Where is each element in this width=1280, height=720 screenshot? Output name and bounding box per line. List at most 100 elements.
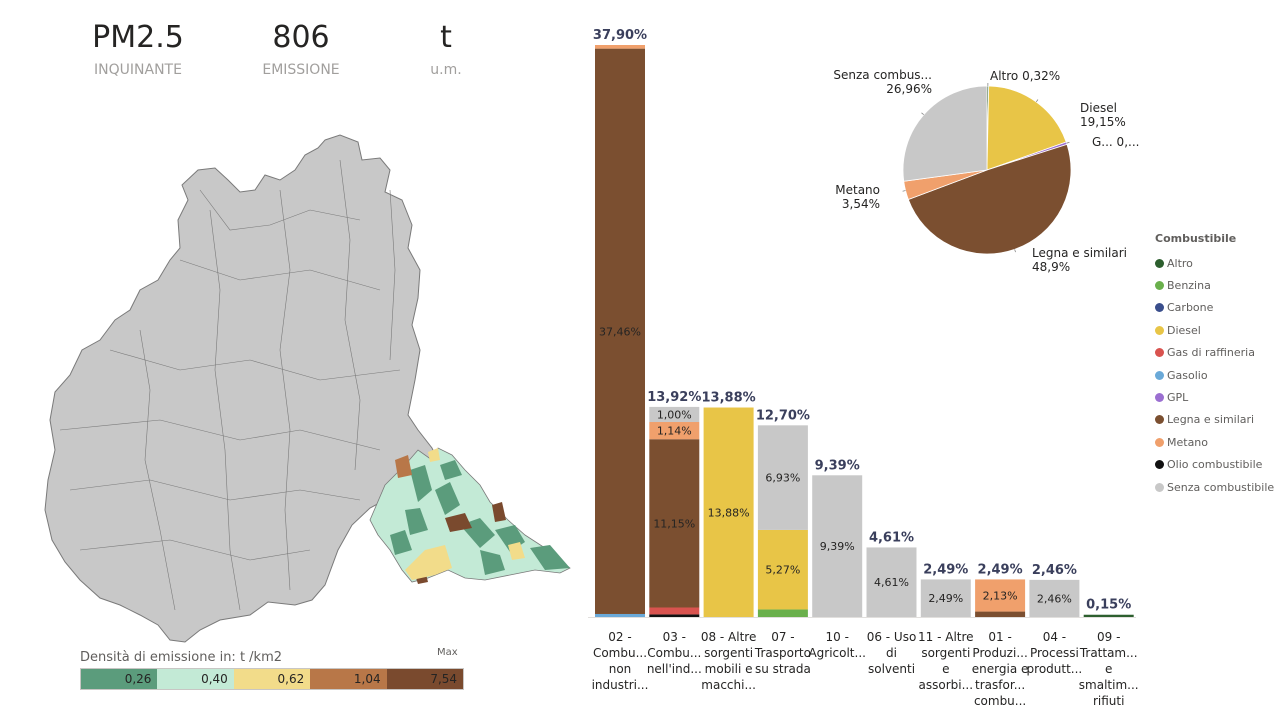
fuel-legend: Combustibile Altro Benzina Carbone Diesel Ga… <box>1155 232 1274 498</box>
category-tick-label: smaltim... <box>1079 678 1139 692</box>
pie-leader-line <box>1014 249 1016 253</box>
pie-leader-line <box>902 190 906 192</box>
kpi-unit-label: u.m. <box>430 62 462 78</box>
bar-segment[interactable] <box>649 607 700 615</box>
kpi-pollutant-value: PM2.5 <box>92 20 184 55</box>
category-tick-label: assorbi... <box>919 678 974 692</box>
category-tick-label: 02 - <box>608 630 631 644</box>
bar-segment[interactable] <box>649 614 700 617</box>
legend-dot-icon <box>1155 348 1164 358</box>
category-tick-label: 03 - <box>663 630 686 644</box>
legend-item[interactable]: Gasolio <box>1155 364 1274 386</box>
bar-total-label: 2,49% <box>923 562 968 577</box>
legend-item[interactable]: Gas di raffineria <box>1155 342 1274 364</box>
legend-label: Diesel <box>1167 323 1201 337</box>
kpi-pollutant-label: INQUINANTE <box>94 62 182 78</box>
category-tick-label: e <box>1105 662 1112 676</box>
legend-item[interactable]: Metano <box>1155 431 1274 453</box>
bar-segment[interactable] <box>595 48 645 614</box>
region-borders <box>59 159 401 611</box>
category-tick-label: combu... <box>974 694 1026 708</box>
kpi-emission-value: 806 <box>272 20 330 55</box>
bar-segment[interactable] <box>1083 614 1134 617</box>
category-tick-label: 10 - <box>825 630 848 644</box>
bar-segment[interactable] <box>649 422 700 440</box>
bar-segment[interactable] <box>757 529 808 610</box>
legend-dot-icon <box>1155 281 1164 291</box>
category-tick-label: Agricolt... <box>808 646 866 660</box>
legend-label: Altro <box>1167 256 1193 270</box>
legend-dot-icon <box>1155 437 1164 447</box>
kpi-emission: 806 EMISSIONE <box>251 18 351 80</box>
highlighted-province[interactable] <box>369 447 571 584</box>
legend-label: Gas di raffineria <box>1167 346 1255 360</box>
legend-label: Olio combustibile <box>1167 458 1263 472</box>
category-tick-label: 06 - Uso <box>867 630 917 644</box>
legend-item[interactable]: Olio combustibile <box>1155 454 1274 476</box>
segment-data-label: 1,14% <box>657 425 692 438</box>
scale-class-5[interactable]: 7,54 <box>386 669 464 689</box>
category-tick-label: e <box>942 662 949 676</box>
bar-total-label: 13,88% <box>702 391 756 406</box>
segment-data-label: 9,39% <box>820 540 855 553</box>
segment-data-label: 13,88% <box>708 506 750 519</box>
legend-label: Metano <box>1167 435 1209 449</box>
category-tick-label: non <box>609 662 632 676</box>
legend-label: Benzina <box>1167 279 1211 293</box>
bar-segment[interactable] <box>595 45 645 49</box>
scale-class-2[interactable]: 0,40 <box>157 669 234 689</box>
legend-item[interactable]: Benzina <box>1155 274 1274 296</box>
scale-class-4[interactable]: 1,04 <box>310 669 387 689</box>
legend-item[interactable]: Senza combustibile <box>1155 476 1274 498</box>
map-legend-title: Densità di emissione in: t /km2 <box>80 650 283 665</box>
pie-slice-label: Metano 3,54% <box>835 183 880 211</box>
bar-segment[interactable] <box>975 611 1026 617</box>
category-tick-label: di <box>886 646 897 660</box>
bar-total-label: 12,70% <box>756 408 810 423</box>
pie-slice-label: Diesel 19,15% <box>1080 101 1126 129</box>
legend-dot-icon <box>1155 393 1164 403</box>
pie-slice[interactable] <box>907 143 1072 255</box>
bar-segment[interactable] <box>1029 579 1080 617</box>
bar-total-label: 4,61% <box>869 530 914 545</box>
pie-slice-label: G... 0,... <box>1092 135 1139 149</box>
category-tick-label: solventi <box>868 662 915 676</box>
category-tick-label: sorgenti <box>921 646 970 660</box>
category-tick-label: Combu... <box>647 646 701 660</box>
legend-item[interactable]: Carbone <box>1155 297 1274 319</box>
segment-data-label: 6,93% <box>765 472 800 485</box>
legend-item[interactable]: Altro <box>1155 252 1274 274</box>
pie-leader-line <box>921 112 925 116</box>
legend-dot-icon <box>1155 482 1164 492</box>
category-tick-label: 11 - Altre <box>918 630 974 644</box>
legend-item[interactable]: Legna e similari <box>1155 409 1274 431</box>
bar-segment[interactable] <box>757 425 808 530</box>
scale-class-1[interactable]: 0,26 <box>81 669 158 689</box>
legend-item[interactable]: Diesel <box>1155 319 1274 341</box>
category-tick-label: Combu... <box>593 646 647 660</box>
region-shape[interactable] <box>44 134 441 643</box>
bar-segment[interactable] <box>866 547 917 617</box>
pie-slice[interactable] <box>902 85 988 182</box>
bar-segment[interactable] <box>649 439 700 608</box>
kpi-pollutant: PM2.5 INQUINANTE <box>88 18 188 80</box>
bar-segment[interactable] <box>757 609 808 617</box>
bar-segment[interactable] <box>812 475 863 617</box>
bar-segment[interactable] <box>975 579 1026 612</box>
bar-segment[interactable] <box>920 579 971 617</box>
emission-density-map[interactable] <box>40 130 580 645</box>
legend-item[interactable]: GPL <box>1155 386 1274 408</box>
legend-label: Legna e similari <box>1167 413 1255 427</box>
bar-segment[interactable] <box>649 406 700 423</box>
bar-total-label: 2,46% <box>1032 563 1077 578</box>
pie-slice-label: Senza combus... 26,96% <box>833 68 932 96</box>
bar-segment[interactable] <box>703 407 754 617</box>
bar-total-label: 0,15% <box>1086 598 1131 613</box>
bar-segment[interactable] <box>595 613 645 617</box>
category-tick-label: trasfor... <box>975 678 1025 692</box>
scale-class-3[interactable]: 0,62 <box>233 669 311 689</box>
fuel-pie-chart: Altro 0,32% Diesel 19,15% G... 0,... Legna e… <box>833 68 1139 274</box>
legend-label: GPL <box>1167 391 1189 405</box>
segment-data-label: 11,15% <box>653 517 695 530</box>
pie-leader-line <box>1066 141 1070 144</box>
